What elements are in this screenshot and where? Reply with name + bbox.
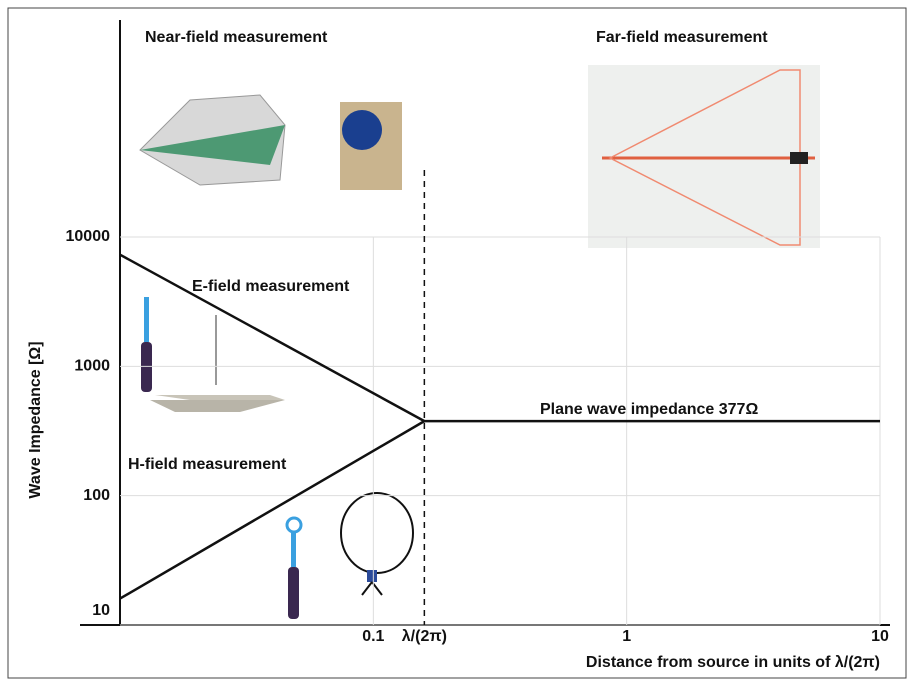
x-tick-label: 0.1 <box>362 628 384 645</box>
y-tick-label: 100 <box>83 487 110 504</box>
impedance-line <box>119 420 425 600</box>
x-tick-label: 10 <box>871 628 889 645</box>
e-field-probe-photo <box>141 297 285 412</box>
impedance-line <box>119 253 425 423</box>
x-axis-title: Distance from source in units of λ/(2π) <box>586 654 880 671</box>
y-tick-label: 1000 <box>74 358 110 375</box>
line-label: H-field measurement <box>128 456 287 473</box>
line-label: Plane wave impedance 377Ω <box>540 401 758 418</box>
near-field-title: Near-field measurement <box>145 29 328 46</box>
loop-probe <box>342 110 382 150</box>
tem-cell-photo <box>139 94 286 186</box>
y-tick-label: 10000 <box>66 228 111 245</box>
x-tick-label: λ/(2π) <box>402 628 447 645</box>
x-tick-label: 1 <box>622 628 631 645</box>
line-label: E-field measurement <box>192 278 350 295</box>
far-field-title: Far-field measurement <box>596 29 768 46</box>
y-axis-title: Wave Impedance [Ω] <box>27 341 44 498</box>
y-tick-label: 10 <box>92 602 110 619</box>
log-periodic-antenna-photo <box>588 65 820 248</box>
